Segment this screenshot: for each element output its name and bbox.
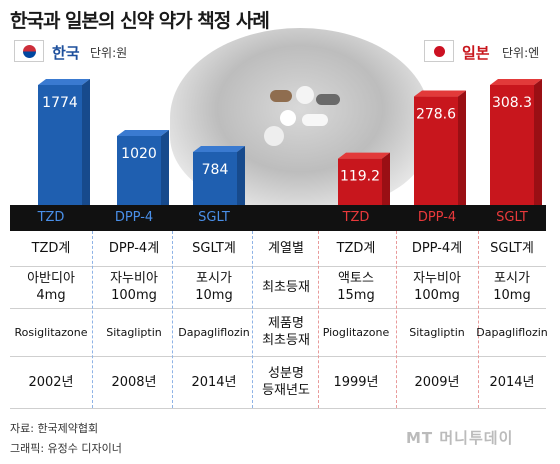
table-row-divider — [10, 266, 546, 267]
table-cell-product: 자누비아 100mg — [110, 271, 158, 303]
table-cell-ingredient: Dapagliflozin — [178, 325, 250, 339]
bar-top-face — [117, 130, 169, 137]
table-cell-product: 액토스 15mg — [337, 271, 375, 303]
table-cell-year: 1999년 — [333, 374, 379, 390]
table-cell-class_full: DPP-4계 — [411, 241, 463, 256]
japan-bar-sglt — [490, 85, 534, 205]
header-class-japan-sglt: SGLT — [496, 210, 528, 225]
table-row-divider — [10, 408, 546, 409]
table-row-divider — [10, 308, 546, 309]
table-cell-product: 포시가 10mg — [195, 271, 233, 303]
table-column-divider — [252, 231, 253, 408]
table-row-divider — [10, 356, 546, 357]
pill-shape — [280, 110, 296, 126]
table-cell-year: 2002년 — [28, 374, 74, 390]
bar-top-face — [414, 90, 466, 97]
bar-top-face — [38, 79, 90, 85]
table-column-divider — [396, 231, 397, 408]
pill-shape — [302, 114, 328, 126]
bar-side-face — [534, 79, 542, 205]
source-text: 자료: 한국제약협회 — [10, 422, 99, 435]
table-cell-class_full: TZD계 — [31, 241, 71, 256]
japan-flag-icon — [424, 40, 454, 62]
bar-value-label: 119.2 — [340, 169, 380, 185]
class-header-bar — [10, 205, 546, 231]
korea-bar-sglt — [193, 151, 237, 205]
table-cell-ingredient: Dapagliflozin — [476, 325, 548, 339]
row-label: 최초등재 — [262, 279, 310, 295]
table-column-divider — [92, 231, 93, 408]
table-column-divider — [478, 231, 479, 408]
table-cell-class_full: DPP-4계 — [108, 241, 160, 256]
table-cell-year: 2009년 — [414, 374, 460, 390]
korea-bar-tzd — [38, 85, 82, 205]
row-label: 성분명 등재년도 — [262, 366, 310, 398]
japan-label: 일본 — [462, 44, 490, 62]
japan-bar-tzd — [338, 158, 382, 205]
pill-shape — [264, 126, 284, 146]
japan-bar-dpp-4 — [414, 96, 458, 205]
korea-label: 한국 — [52, 44, 80, 62]
bar-value-label: 278.6 — [416, 107, 456, 123]
table-cell-class_full: SGLT계 — [192, 241, 236, 256]
bar-side-face — [382, 152, 390, 205]
table-cell-ingredient: Sitagliptin — [409, 325, 465, 339]
table-column-divider — [172, 231, 173, 408]
table-column-divider — [318, 231, 319, 408]
table-cell-class_full: SGLT계 — [490, 241, 534, 256]
bar-side-face — [458, 90, 466, 205]
brand-logo: MT 머니투데이 — [406, 429, 514, 447]
page-title: 한국과 일본의 신약 약가 책정 사례 — [10, 10, 270, 32]
table-cell-product: 자누비아 100mg — [413, 271, 461, 303]
credit-text: 그래픽: 유정수 디자이너 — [10, 442, 122, 455]
header-class-korea-sglt: SGLT — [198, 210, 230, 225]
row-label: 계열별 — [268, 241, 304, 256]
bar-value-label: 308.3 — [492, 95, 532, 111]
table-cell-product: 포시가 10mg — [493, 271, 531, 303]
row-label: 제품명 최초등재 — [262, 316, 310, 348]
table-cell-ingredient: Sitagliptin — [106, 325, 162, 339]
bar-side-face — [161, 130, 169, 205]
bar-top-face — [490, 79, 542, 85]
header-class-korea-dpp-4: DPP-4 — [114, 210, 154, 225]
bar-value-label: 784 — [202, 162, 229, 178]
table-cell-ingredient: Pioglitazone — [322, 325, 390, 339]
bar-side-face — [237, 145, 245, 205]
bar-value-label: 1774 — [42, 95, 78, 111]
pill-shape — [296, 86, 314, 104]
bar-side-face — [82, 79, 90, 205]
korea-flag-icon — [14, 40, 44, 62]
header-class-japan-dpp-4: DPP-4 — [417, 210, 457, 225]
pill-shape — [316, 94, 340, 105]
bar-value-label: 1020 — [121, 146, 157, 162]
table-cell-ingredient: Rosiglitazone — [14, 325, 88, 339]
bar-top-face — [193, 145, 245, 152]
table-cell-year: 2008년 — [111, 374, 157, 390]
table-cell-class_full: TZD계 — [336, 241, 376, 256]
bar-top-face — [338, 152, 390, 159]
korea-unit: 단위:원 — [90, 46, 128, 60]
japan-unit: 단위:엔 — [502, 46, 540, 60]
pill-shape — [270, 90, 292, 102]
header-class-japan-tzd: TZD — [342, 210, 370, 225]
table-cell-year: 2014년 — [489, 374, 535, 390]
header-class-korea-tzd: TZD — [37, 210, 65, 225]
table-cell-product: 아반디아 4mg — [27, 271, 75, 303]
table-cell-year: 2014년 — [191, 374, 237, 390]
korea-bar-dpp-4 — [117, 136, 161, 205]
